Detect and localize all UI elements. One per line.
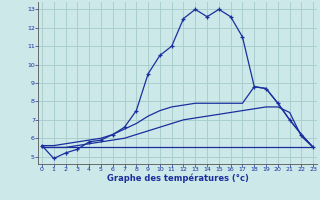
X-axis label: Graphe des températures (°c): Graphe des températures (°c) (107, 174, 249, 183)
